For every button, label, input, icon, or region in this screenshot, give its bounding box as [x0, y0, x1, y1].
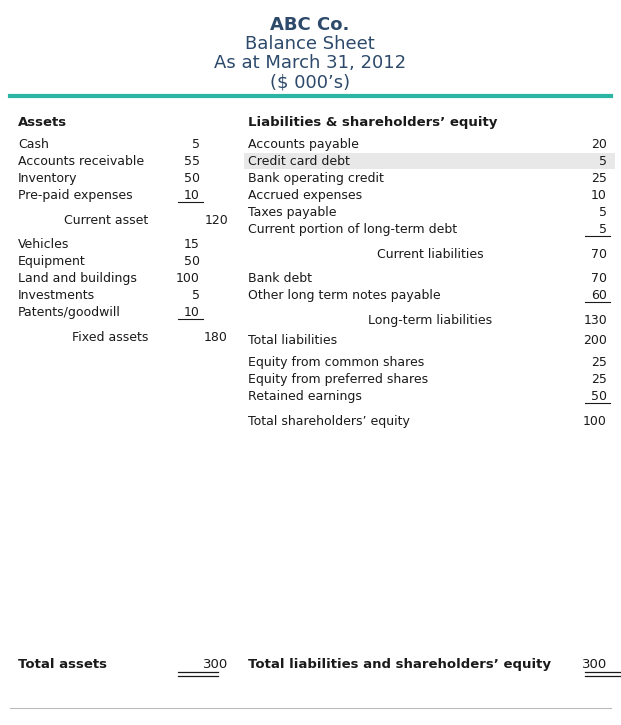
Text: 5: 5 — [599, 206, 607, 219]
Text: 60: 60 — [591, 289, 607, 302]
Text: Long-term liabilities: Long-term liabilities — [368, 314, 492, 327]
Text: ($ 000’s): ($ 000’s) — [270, 73, 350, 91]
FancyBboxPatch shape — [244, 153, 615, 169]
Text: Current portion of long-term debt: Current portion of long-term debt — [248, 223, 457, 236]
Text: Retained earnings: Retained earnings — [248, 390, 362, 403]
Text: Bank operating credit: Bank operating credit — [248, 172, 384, 185]
Text: Vehicles: Vehicles — [18, 238, 70, 251]
Text: 300: 300 — [202, 658, 228, 671]
Text: 70: 70 — [591, 272, 607, 285]
Text: Total assets: Total assets — [18, 658, 107, 671]
Text: Current asset: Current asset — [64, 214, 148, 227]
Text: 25: 25 — [591, 356, 607, 369]
Text: 5: 5 — [192, 289, 200, 302]
Text: Total liabilities: Total liabilities — [248, 334, 337, 347]
Text: 50: 50 — [591, 390, 607, 403]
Text: 70: 70 — [591, 248, 607, 261]
Text: 25: 25 — [591, 373, 607, 386]
Text: 130: 130 — [583, 314, 607, 327]
Text: Inventory: Inventory — [18, 172, 78, 185]
Text: Bank debt: Bank debt — [248, 272, 312, 285]
Text: 25: 25 — [591, 172, 607, 185]
Text: Patents/goodwill: Patents/goodwill — [18, 306, 121, 319]
Text: 10: 10 — [184, 306, 200, 319]
Text: Cash: Cash — [18, 138, 49, 151]
Text: Investments: Investments — [18, 289, 95, 302]
Text: 20: 20 — [591, 138, 607, 151]
Text: Accounts payable: Accounts payable — [248, 138, 359, 151]
Text: Total liabilities and shareholders’ equity: Total liabilities and shareholders’ equi… — [248, 658, 551, 671]
Text: 300: 300 — [582, 658, 607, 671]
Text: 5: 5 — [599, 155, 607, 168]
Text: 100: 100 — [583, 415, 607, 428]
Text: 180: 180 — [204, 331, 228, 344]
Text: Total shareholders’ equity: Total shareholders’ equity — [248, 415, 410, 428]
Text: Pre-paid expenses: Pre-paid expenses — [18, 189, 133, 202]
Text: 5: 5 — [599, 223, 607, 236]
Text: 100: 100 — [176, 272, 200, 285]
Text: ABC Co.: ABC Co. — [270, 16, 350, 34]
Text: As at March 31, 2012: As at March 31, 2012 — [214, 54, 406, 72]
Text: Assets: Assets — [18, 116, 67, 129]
Text: Equipment: Equipment — [18, 255, 86, 268]
Text: 10: 10 — [591, 189, 607, 202]
Text: 200: 200 — [583, 334, 607, 347]
Text: 55: 55 — [184, 155, 200, 168]
Text: 10: 10 — [184, 189, 200, 202]
Text: 5: 5 — [192, 138, 200, 151]
Text: 50: 50 — [184, 172, 200, 185]
Text: Accrued expenses: Accrued expenses — [248, 189, 362, 202]
Text: 15: 15 — [184, 238, 200, 251]
Text: Taxes payable: Taxes payable — [248, 206, 337, 219]
Text: Current liabilities: Current liabilities — [377, 248, 483, 261]
Text: Other long term notes payable: Other long term notes payable — [248, 289, 441, 302]
Text: 50: 50 — [184, 255, 200, 268]
Text: Land and buildings: Land and buildings — [18, 272, 137, 285]
Text: 120: 120 — [204, 214, 228, 227]
Text: Fixed assets: Fixed assets — [71, 331, 148, 344]
Text: Equity from preferred shares: Equity from preferred shares — [248, 373, 428, 386]
Text: Accounts receivable: Accounts receivable — [18, 155, 144, 168]
Text: Equity from common shares: Equity from common shares — [248, 356, 424, 369]
Text: Liabilities & shareholders’ equity: Liabilities & shareholders’ equity — [248, 116, 497, 129]
Text: Credit card debt: Credit card debt — [248, 155, 350, 168]
Text: Balance Sheet: Balance Sheet — [245, 35, 375, 53]
